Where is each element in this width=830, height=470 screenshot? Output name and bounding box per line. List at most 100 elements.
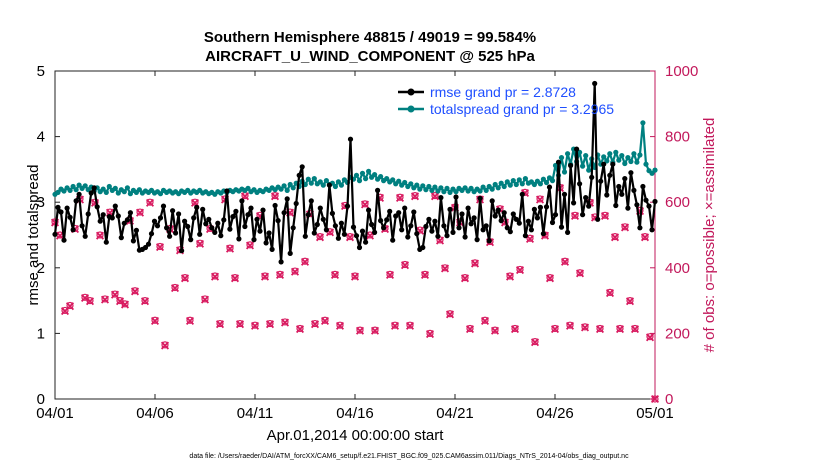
- rmse-point: [197, 231, 203, 237]
- rmse-point: [565, 229, 571, 235]
- rmse-point: [176, 211, 182, 217]
- obs-possible-marker: [316, 233, 324, 241]
- totalspread-point: [516, 177, 522, 183]
- obs-assimilated-marker: [270, 192, 280, 201]
- rmse-point: [595, 216, 601, 222]
- totalspread-point: [583, 153, 589, 159]
- rmse-point: [115, 213, 121, 219]
- obs-assimilated-marker: [250, 321, 260, 330]
- totalspread-point: [483, 187, 489, 193]
- y-left-tick-label: 4: [37, 129, 45, 146]
- obs-possible-marker: [426, 329, 434, 337]
- rmse-point: [359, 228, 366, 234]
- rmse-point: [441, 223, 447, 229]
- obs-possible-marker: [291, 267, 299, 275]
- y-axis-left-label: rmse and totalspread: [25, 165, 42, 306]
- obs-assimilated-marker: [645, 333, 655, 342]
- totalspread-point: [384, 176, 390, 182]
- totalspread-point: [136, 187, 142, 193]
- totalspread-point: [67, 187, 73, 193]
- rmse-point: [432, 218, 438, 224]
- obs-assimilated-marker: [160, 341, 170, 350]
- obs-assimilated-marker: [315, 233, 325, 242]
- legend: rmse grand pr = 2.8728 totalspread grand…: [398, 84, 614, 117]
- totalspread-point: [363, 176, 369, 182]
- rmse-point: [224, 188, 230, 194]
- obs-assimilated-marker: [200, 295, 210, 304]
- rmse-point: [402, 205, 408, 211]
- totalspread-point: [640, 120, 646, 126]
- obs-possible-marker: [96, 231, 104, 239]
- rmse-point: [236, 236, 242, 242]
- rmse-point: [423, 223, 429, 230]
- totalspread-point: [447, 189, 453, 195]
- rmse-series: [52, 80, 658, 265]
- rmse-point: [378, 218, 384, 224]
- rmse-point: [552, 212, 559, 218]
- totalspread-point: [492, 181, 498, 188]
- obs-possible-marker: [281, 318, 289, 326]
- obs-possible-marker: [491, 326, 499, 334]
- obs-assimilated-marker: [215, 320, 225, 329]
- obs-assimilated-marker: [110, 290, 120, 299]
- rmse-point: [568, 162, 574, 169]
- obs-possible-marker: [301, 257, 309, 265]
- obs-assimilated-marker: [140, 297, 150, 306]
- x-axis-label: Apr.01,2014 00:00:00 start: [267, 427, 445, 444]
- totalspread-point: [378, 174, 384, 180]
- obs-assimilated-marker: [65, 302, 75, 311]
- rmse-point: [275, 218, 281, 224]
- totalspread-point: [353, 172, 360, 178]
- obs-possible-marker: [161, 341, 169, 349]
- obs-assimilated-marker: [430, 192, 440, 201]
- obs-possible-marker: [461, 274, 469, 282]
- obs-assimilated-marker: [180, 274, 190, 283]
- totalspread-point: [281, 183, 287, 189]
- totalspread-point: [468, 185, 474, 191]
- rmse-point: [492, 213, 498, 219]
- rmse-point: [628, 170, 634, 176]
- totalspread-point: [489, 186, 495, 192]
- x-axis: 04/01 04/06 04/11 04/16 04/21 04/26 05/01: [36, 71, 674, 422]
- obs-possible-marker: [236, 319, 244, 328]
- obs-assimilated-marker: [260, 272, 270, 281]
- obs-possible-marker: [516, 265, 524, 274]
- obs-assimilated-marker: [650, 394, 660, 404]
- obs-possible-marker: [611, 233, 619, 241]
- totalspread-point: [73, 187, 79, 193]
- obs-assimilated-marker: [480, 316, 490, 325]
- obs-possible-marker: [511, 324, 519, 333]
- totalspread-point: [408, 181, 414, 187]
- obs-possible-marker: [296, 324, 304, 333]
- obs-possible-marker: [66, 301, 74, 310]
- totalspread-point: [414, 182, 420, 188]
- y-right-tick-label: 1000: [665, 63, 698, 80]
- obs-assimilated-marker: [390, 321, 400, 330]
- rmse-point: [257, 228, 263, 234]
- obs-possible-marker: [116, 297, 124, 305]
- obs-possible-marker: [401, 260, 409, 269]
- obs-assimilated-marker: [295, 325, 305, 334]
- y-right-tick-label: 200: [665, 325, 690, 342]
- rmse-point: [420, 244, 426, 251]
- y-axis-right: 0 200 400 600 800 1000: [650, 63, 698, 408]
- rmse-point: [124, 217, 130, 223]
- rmse-point: [148, 231, 155, 237]
- obs-possible-marker: [336, 321, 344, 329]
- rmse-point: [121, 220, 127, 226]
- rmse-point: [341, 231, 347, 237]
- rmse-point: [314, 221, 320, 228]
- rmse-point: [179, 248, 185, 254]
- totalspread-point: [631, 151, 637, 157]
- rmse-point: [640, 183, 646, 190]
- obs-possible-marker: [471, 259, 479, 267]
- obs-possible-marker: [446, 310, 454, 318]
- rmse-point: [435, 233, 441, 239]
- obs-possible-marker: [526, 234, 534, 242]
- obs-assimilated-marker: [460, 274, 470, 283]
- rmse-point: [245, 212, 251, 218]
- rmse-point: [329, 210, 335, 216]
- rmse-point: [399, 227, 405, 233]
- obs-assimilated-marker: [370, 326, 380, 335]
- obs-assimilated-marker: [580, 323, 590, 332]
